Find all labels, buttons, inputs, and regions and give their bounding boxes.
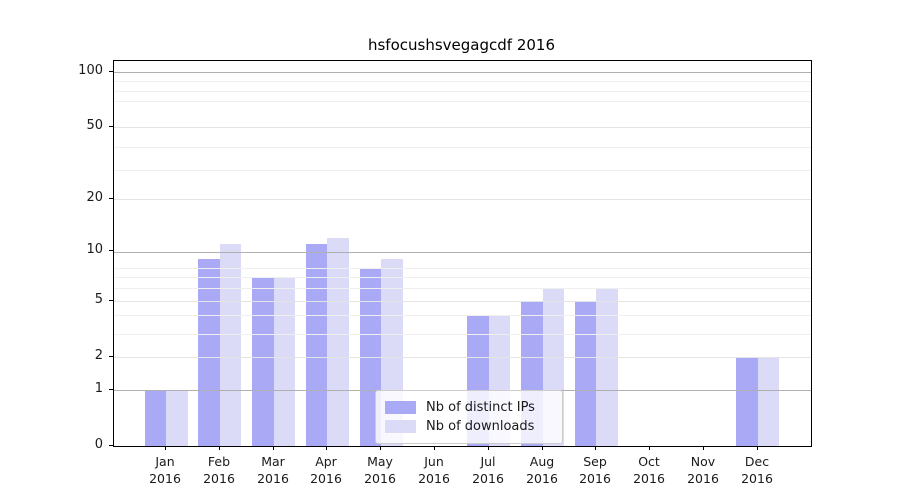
y-tick	[109, 389, 113, 390]
bar-distinct-ips-dec	[736, 356, 758, 446]
minor-gridline	[114, 170, 811, 172]
y-tick	[109, 126, 113, 127]
x-tick	[165, 446, 166, 450]
x-tick-label: Sep 2016	[579, 454, 611, 486]
x-tick-label: Nov 2016	[687, 454, 719, 486]
x-tick-label: Oct 2016	[633, 454, 665, 486]
bar-downloads-dec	[757, 356, 780, 446]
x-tick	[273, 446, 274, 450]
bar-downloads-feb	[219, 244, 242, 446]
x-tick-label: Aug 2016	[526, 454, 558, 486]
y-tick-label: 1	[94, 381, 103, 396]
bar-distinct-ips-feb	[198, 259, 220, 446]
y-tick	[109, 300, 113, 301]
chart-title: hsfocushsvegagcdf 2016	[367, 36, 555, 54]
bar-downloads-apr	[327, 237, 349, 446]
x-tick-label: Jul 2016	[472, 454, 504, 486]
y-tick	[109, 198, 113, 199]
x-tick-label: Dec 2016	[741, 454, 773, 486]
bar-downloads-jan	[166, 389, 188, 446]
bar-downloads-sep	[596, 288, 618, 446]
legend-item-distinct-ips: Nb of distinct IPs	[385, 398, 552, 417]
bar-distinct-ips-apr	[305, 244, 328, 446]
plot-area: Nb of distinct IPs Nb of downloads	[113, 60, 812, 447]
x-tick	[703, 446, 704, 450]
x-tick	[542, 446, 543, 450]
legend-swatch-1	[385, 420, 416, 433]
y-tick	[109, 356, 113, 357]
y-tick	[109, 71, 113, 72]
y-tick-label: 5	[94, 292, 103, 307]
x-tick	[219, 446, 220, 450]
y-tick-label: 100	[78, 63, 103, 78]
minor-gridline	[114, 199, 811, 200]
y-tick	[109, 250, 113, 251]
y-tick	[109, 445, 113, 446]
bar-distinct-ips-sep	[574, 300, 597, 446]
minor-gridline	[114, 90, 811, 92]
y-tick-label: 20	[86, 190, 103, 205]
legend: Nb of distinct IPs Nb of downloads	[375, 390, 563, 444]
legend-item-downloads: Nb of downloads	[385, 417, 552, 436]
x-tick	[434, 446, 435, 450]
legend-label-0: Nb of distinct IPs	[426, 400, 535, 415]
x-tick	[380, 446, 381, 450]
x-tick-label: Mar 2016	[257, 454, 289, 486]
minor-gridline	[114, 146, 811, 148]
x-tick	[326, 446, 327, 450]
x-tick	[757, 446, 758, 450]
y-tick-label: 0	[94, 437, 103, 452]
legend-label-1: Nb of downloads	[426, 419, 535, 434]
bar-distinct-ips-jan	[144, 389, 166, 446]
y-tick-label: 50	[86, 118, 103, 133]
minor-gridline	[114, 80, 811, 82]
x-tick-label: Jan 2016	[149, 454, 181, 486]
y-tick-label: 10	[86, 242, 103, 257]
bar-distinct-ips-mar	[252, 277, 274, 446]
x-tick-label: Jun 2016	[418, 454, 450, 486]
bar-downloads-mar	[273, 277, 296, 446]
major-gridline	[114, 71, 811, 73]
major-gridline	[114, 251, 811, 253]
x-tick-label: May 2016	[364, 454, 396, 486]
x-tick	[488, 446, 489, 450]
y-tick-label: 2	[94, 348, 103, 363]
x-tick	[595, 446, 596, 450]
minor-gridline	[114, 101, 811, 103]
x-tick-label: Apr 2016	[310, 454, 342, 486]
x-tick	[649, 446, 650, 450]
legend-swatch-0	[385, 401, 416, 414]
minor-gridline	[114, 127, 811, 128]
x-tick-label: Feb 2016	[203, 454, 235, 486]
